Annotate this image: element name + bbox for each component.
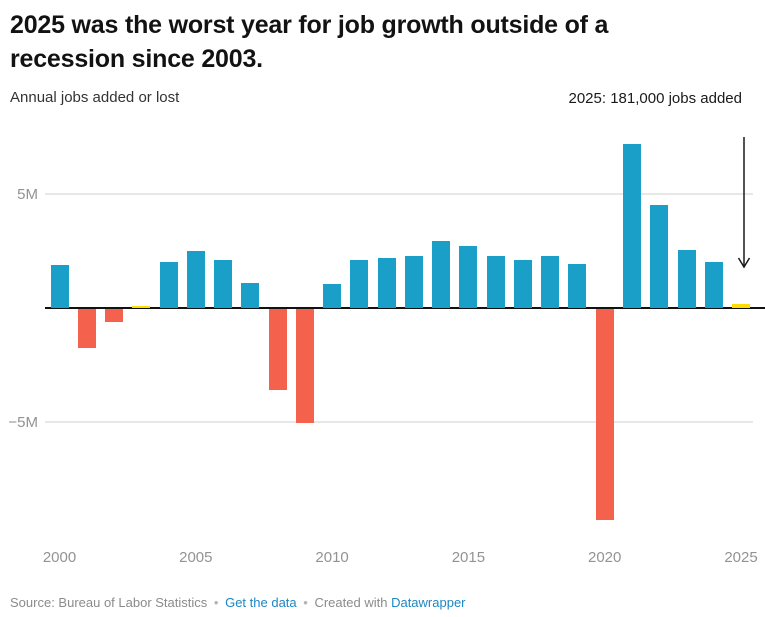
bar-2000[interactable] (50, 264, 69, 308)
y-axis-label-minus-5m: −5M (8, 414, 38, 431)
gridline-5m (45, 193, 753, 195)
footer-source-text: Source: Bureau of Labor Statistics (10, 595, 208, 610)
bar-2009[interactable] (295, 309, 314, 423)
bar-2003[interactable] (132, 305, 151, 308)
bar-2020[interactable] (595, 309, 614, 520)
bar-2004[interactable] (159, 262, 178, 308)
bar-2016[interactable] (486, 255, 505, 308)
footer-created-text: Created with (314, 595, 388, 610)
footer-separator: • (303, 595, 308, 610)
bar-2021[interactable] (623, 143, 641, 308)
gridline-minus-5m (45, 421, 753, 423)
bar-2017[interactable] (513, 260, 532, 308)
chart-footer: Source: Bureau of Labor Statistics • Get… (10, 595, 466, 610)
x-tick-2005: 2005 (179, 549, 213, 566)
x-tick-2020: 2020 (588, 549, 622, 566)
x-tick-2000: 2000 (42, 549, 77, 566)
footer-separator: • (213, 595, 219, 610)
bar-2012[interactable] (377, 257, 396, 308)
y-axis-label-5m: 5M (17, 186, 38, 203)
bar-2025[interactable] (732, 303, 750, 308)
x-tick-2015: 2015 (451, 549, 486, 566)
bar-2010[interactable] (323, 284, 342, 308)
footer-get-data-link[interactable]: Get the data (225, 595, 297, 610)
chart-subtitle: Annual jobs added or lost (10, 89, 180, 106)
bar-2019[interactable] (568, 263, 587, 308)
bar-2014[interactable] (432, 240, 451, 308)
bar-2008[interactable] (268, 309, 287, 390)
bar-2007[interactable] (241, 282, 260, 308)
bar-2013[interactable] (404, 255, 423, 308)
bar-2022[interactable] (650, 205, 669, 308)
zero-axis-line (45, 307, 765, 309)
bar-2015[interactable] (459, 246, 478, 308)
plot-area: 5M −5M 2000 2005 2010 2015 2020 2025 (0, 120, 765, 580)
bar-2001[interactable] (77, 309, 96, 348)
page-title: 2025 was the worst year for job growth o… (10, 8, 608, 76)
bar-2023[interactable] (677, 249, 696, 308)
bar-2024[interactable] (704, 262, 723, 308)
page-title-line1: 2025 was the worst year for job growth o… (10, 11, 609, 39)
bar-2011[interactable] (350, 260, 369, 308)
bar-2002[interactable] (105, 309, 123, 322)
footer-datawrapper-link[interactable]: Datawrapper (391, 595, 466, 610)
x-tick-2010: 2010 (315, 549, 349, 566)
bar-2018[interactable] (541, 255, 560, 308)
annotation-arrow-icon (737, 137, 751, 269)
bar-2005[interactable] (186, 251, 205, 308)
bar-2006[interactable] (214, 260, 233, 308)
annotation-label: 2025: 181,000 jobs added (568, 90, 743, 107)
page-title-line2: recession since 2003. (10, 45, 263, 73)
x-tick-2025: 2025 (724, 549, 758, 566)
